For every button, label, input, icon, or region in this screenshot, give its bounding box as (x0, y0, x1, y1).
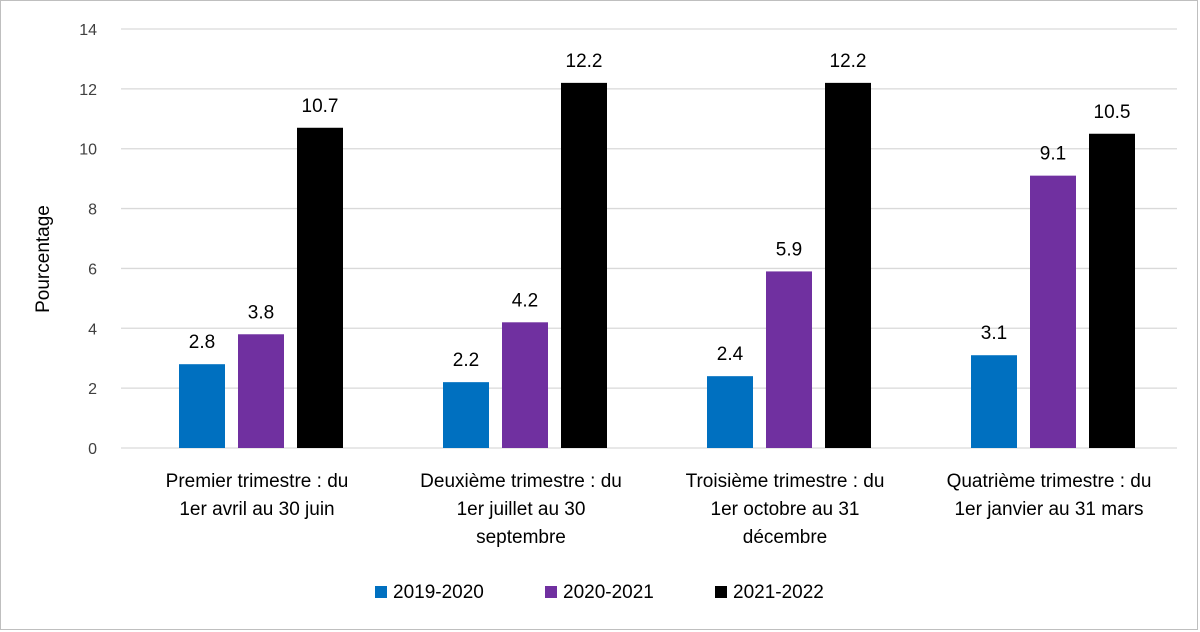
y-tick-label: 4 (88, 321, 97, 338)
data-labels: 2.8 3.8 10.7 2.2 4.2 12.2 2.4 5.9 12.2 3.1 9.1 10.5 (189, 51, 1131, 371)
legend-label: 2019-2020 (393, 582, 484, 603)
legend-label: 2021-2022 (733, 582, 824, 603)
bar-2021-2022 (297, 127, 343, 448)
category-label: 1er octobre au 31 (711, 499, 860, 520)
bar-2019-2020 (707, 376, 753, 448)
category-label: septembre (476, 527, 566, 548)
legend-swatch (375, 586, 387, 598)
category-label: Premier trimestre : du (166, 471, 349, 492)
bar-2021-2022 (1089, 133, 1135, 448)
legend-label: 2020-2021 (563, 582, 654, 603)
category-label: Quatrième trimestre : du (947, 471, 1152, 492)
data-label: 5.9 (776, 239, 802, 260)
y-tick-label: 10 (79, 142, 97, 159)
category-label: Deuxième trimestre : du (420, 471, 622, 492)
data-label: 10.7 (302, 96, 339, 117)
bars (179, 82, 1135, 448)
data-label: 3.1 (981, 323, 1007, 344)
y-tick-label: 12 (79, 82, 97, 99)
bar-2020-2021 (502, 322, 548, 448)
category-label: décembre (743, 527, 828, 548)
data-label: 2.8 (189, 332, 215, 353)
legend-swatch (715, 586, 727, 598)
bar-2019-2020 (971, 355, 1017, 448)
y-tick-label: 8 (88, 202, 97, 219)
bar-2019-2020 (443, 382, 489, 448)
bar-2020-2021 (766, 271, 812, 448)
bar-2020-2021 (1030, 175, 1076, 448)
data-label: 3.8 (248, 302, 274, 323)
legend: 2019-2020 2020-2021 2021-2022 (375, 582, 824, 603)
data-label: 2.2 (453, 350, 479, 371)
category-label: 1er janvier au 31 mars (954, 499, 1143, 520)
y-axis-title: Pourcentage (33, 205, 54, 313)
bar-2021-2022 (561, 82, 607, 448)
bar-2020-2021 (238, 334, 284, 448)
y-tick-label: 6 (88, 261, 97, 278)
data-label: 12.2 (830, 51, 867, 72)
data-label: 4.2 (512, 290, 538, 311)
data-label: 12.2 (566, 51, 603, 72)
y-tick-label: 0 (88, 441, 97, 458)
bar-2019-2020 (179, 364, 225, 448)
y-tick-label: 14 (79, 22, 97, 39)
category-label: 1er juillet au 30 (457, 499, 586, 520)
category-label: Troisième trimestre : du (686, 471, 885, 492)
y-tick-label: 2 (88, 381, 97, 398)
y-axis-ticks: 0 2 4 6 8 10 12 14 (79, 22, 97, 458)
category-labels: Premier trimestre : du 1er avril au 30 ju… (166, 471, 1152, 548)
legend-swatch (545, 586, 557, 598)
category-label: 1er avril au 30 juin (179, 499, 334, 520)
data-label: 10.5 (1094, 102, 1131, 123)
data-label: 2.4 (717, 344, 744, 365)
data-label: 9.1 (1040, 144, 1066, 165)
bar-2021-2022 (825, 82, 871, 448)
